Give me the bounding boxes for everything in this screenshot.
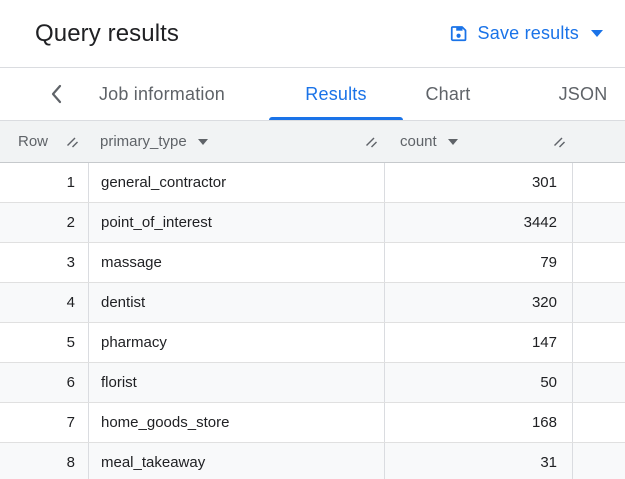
cell-filler [573, 203, 625, 242]
tab-results[interactable]: Results [269, 68, 403, 120]
table-row[interactable]: 7 home_goods_store 168 [0, 403, 625, 443]
cell-filler [573, 443, 625, 479]
cell-row-number: 5 [0, 323, 89, 362]
column-header-count: count [385, 121, 573, 162]
cell-row-number: 6 [0, 363, 89, 402]
cell-filler [573, 403, 625, 442]
table-row[interactable]: 3 massage 79 [0, 243, 625, 283]
tab-label: Job information [98, 83, 226, 104]
table-row[interactable]: 5 pharmacy 147 [0, 323, 625, 363]
cell-count: 301 [385, 163, 573, 202]
column-header-filler [573, 121, 625, 162]
cell-filler [573, 363, 625, 402]
cell-primary-type: dentist [89, 283, 385, 322]
column-resize-icon[interactable] [65, 135, 79, 149]
table-body: 1 general_contractor 301 2 point_of_inte… [0, 163, 625, 479]
column-label: primary_type [100, 133, 187, 150]
caret-down-icon[interactable] [447, 138, 458, 145]
page-title: Query results [35, 19, 180, 47]
cell-filler [573, 243, 625, 282]
table-row[interactable]: 8 meal_takeaway 31 [0, 443, 625, 479]
cell-primary-type: point_of_interest [89, 203, 385, 242]
cell-primary-type: home_goods_store [89, 403, 385, 442]
cell-primary-type: pharmacy [89, 323, 385, 362]
cell-count: 31 [385, 443, 573, 479]
cell-primary-type: florist [89, 363, 385, 402]
cell-row-number: 2 [0, 203, 89, 242]
table-row[interactable]: 6 florist 50 [0, 363, 625, 403]
tab-job-information[interactable]: Job information [72, 68, 252, 120]
cell-row-number: 1 [0, 163, 89, 202]
cell-filler [573, 163, 625, 202]
results-table: Row primary_type [0, 121, 625, 479]
column-label: count [400, 133, 437, 150]
caret-down-icon[interactable] [197, 138, 208, 145]
save-results-label: Save results [477, 23, 579, 43]
table-row[interactable]: 2 point_of_interest 3442 [0, 203, 625, 243]
caret-down-icon [591, 30, 603, 37]
column-resize-icon[interactable] [364, 135, 378, 149]
table-header-row: Row primary_type [0, 121, 625, 163]
table-row[interactable]: 4 dentist 320 [0, 283, 625, 323]
tab-label: Chart [425, 83, 471, 104]
column-header-primary-type: primary_type [89, 121, 385, 162]
cell-row-number: 8 [0, 443, 89, 479]
tab-json[interactable]: JSON [553, 68, 613, 120]
cell-row-number: 4 [0, 283, 89, 322]
tab-label: Results [305, 83, 367, 104]
column-resize-icon[interactable] [552, 135, 566, 149]
cell-filler [573, 283, 625, 322]
save-icon [448, 23, 469, 44]
cell-primary-type: general_contractor [89, 163, 385, 202]
save-results-button[interactable]: Save results [440, 17, 611, 50]
cell-primary-type: meal_takeaway [89, 443, 385, 479]
tab-chart[interactable]: Chart [408, 68, 488, 120]
cell-count: 147 [385, 323, 573, 362]
cell-row-number: 7 [0, 403, 89, 442]
column-header-row: Row [0, 121, 89, 162]
cell-count: 320 [385, 283, 573, 322]
back-button[interactable] [44, 68, 68, 120]
cell-filler [573, 323, 625, 362]
cell-count: 79 [385, 243, 573, 282]
cell-row-number: 3 [0, 243, 89, 282]
table-row[interactable]: 1 general_contractor 301 [0, 163, 625, 203]
chevron-left-icon [50, 84, 63, 104]
panel-header: Query results Save results [0, 0, 625, 68]
tab-bar: Job information Results Chart JSON [0, 68, 625, 121]
cell-primary-type: massage [89, 243, 385, 282]
cell-count: 50 [385, 363, 573, 402]
cell-count: 3442 [385, 203, 573, 242]
tab-label: JSON [558, 83, 608, 104]
cell-count: 168 [385, 403, 573, 442]
column-label: Row [18, 133, 49, 150]
